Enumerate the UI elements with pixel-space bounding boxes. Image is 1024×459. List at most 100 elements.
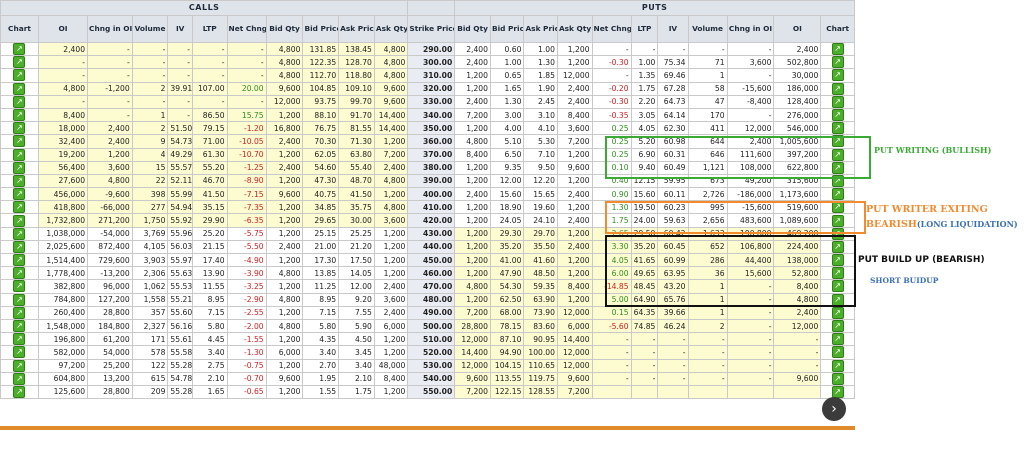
chevron-right-circle-icon[interactable]: › (822, 397, 846, 421)
chart-icon[interactable]: ↗ (831, 333, 844, 345)
chart-icon[interactable]: ↗ (13, 280, 26, 293)
chart-cell: ↗ (0, 147, 39, 162)
chart-icon[interactable]: ↗ (831, 69, 844, 82)
put-cell: 54.30 (489, 279, 525, 294)
put-net-change: - (591, 41, 632, 57)
call-cell: 4.50 (338, 332, 375, 347)
chart-icon[interactable]: ↗ (13, 122, 26, 134)
put-cell: 58 (687, 81, 728, 96)
call-cell: -54,000 (87, 226, 133, 241)
call-cell: 86.50 (191, 107, 228, 123)
call-cell: 12.00 (338, 279, 375, 294)
call-cell: 99.70 (338, 94, 375, 109)
put-cell: 60.31 (657, 147, 689, 162)
put-cell: 1,173,600 (773, 187, 822, 202)
put-cell (773, 384, 822, 400)
chart-icon[interactable]: ↗ (831, 360, 844, 372)
chart-icon[interactable]: ↗ (13, 320, 26, 332)
chart-icon[interactable]: ↗ (831, 188, 844, 200)
chart-icon[interactable]: ↗ (13, 201, 26, 213)
put-cell: 9,600 (556, 160, 593, 175)
chart-icon[interactable]: ↗ (831, 294, 844, 306)
call-cell: 55.96 (167, 226, 193, 241)
put-cell: 73.90 (523, 305, 558, 320)
call-cell: 1,558 (131, 292, 169, 307)
put-cell: 546,000 (773, 121, 822, 136)
chart-icon[interactable]: ↗ (831, 109, 844, 121)
chart-icon[interactable]: ↗ (13, 83, 26, 95)
chart-icon[interactable]: ↗ (831, 96, 844, 108)
put-cell: 1,200 (454, 121, 491, 136)
short-buildup-note: SHORT BUIDUP (870, 276, 939, 285)
chart-icon[interactable]: ↗ (13, 162, 26, 174)
put-cell: 74.85 (630, 318, 659, 334)
chart-icon[interactable]: ↗ (831, 280, 844, 293)
chart-icon[interactable]: ↗ (831, 373, 844, 385)
chart-icon[interactable]: ↗ (13, 175, 26, 187)
put-cell: 1.85 (523, 68, 558, 83)
chart-icon[interactable]: ↗ (13, 214, 26, 227)
chart-icon[interactable]: ↗ (831, 320, 844, 332)
call-net-change: -1.25 (226, 160, 267, 175)
call-cell: - (167, 94, 193, 109)
chart-icon[interactable]: ↗ (13, 135, 26, 147)
horizontal-scrollbar[interactable] (0, 426, 855, 430)
chart-icon[interactable]: ↗ (831, 307, 844, 319)
call-cell: 784,800 (37, 292, 89, 307)
chart-icon[interactable]: ↗ (13, 56, 26, 68)
call-cell: -9,600 (87, 187, 133, 202)
chart-icon[interactable]: ↗ (831, 346, 844, 358)
chart-icon[interactable]: ↗ (831, 267, 844, 279)
call-cell: - (131, 41, 169, 57)
chart-icon[interactable]: ↗ (831, 122, 844, 134)
chart-icon[interactable]: ↗ (13, 228, 26, 240)
chart-icon[interactable]: ↗ (13, 386, 26, 398)
call-cell: 1 (131, 107, 169, 123)
chart-icon[interactable]: ↗ (13, 267, 26, 279)
chart-icon[interactable]: ↗ (831, 241, 844, 253)
put-cell: 44,400 (726, 252, 775, 268)
put-cell: 276,000 (773, 107, 822, 123)
chart-icon[interactable]: ↗ (13, 69, 26, 82)
call-cell: -1,200 (87, 81, 133, 96)
chart-icon[interactable]: ↗ (831, 175, 844, 187)
call-cell: 109.10 (338, 81, 375, 96)
put-net-change (591, 384, 632, 400)
put-cell: 646 (687, 147, 728, 162)
call-cell: 1,200 (265, 358, 304, 373)
chart-icon[interactable]: ↗ (13, 254, 26, 266)
chart-icon[interactable]: ↗ (831, 43, 844, 55)
call-cell: 54,000 (87, 345, 133, 360)
chart-icon[interactable]: ↗ (831, 214, 844, 227)
call-cell: - (167, 68, 193, 83)
chart-icon[interactable]: ↗ (831, 254, 844, 266)
put-cell: 71 (687, 55, 728, 70)
call-cell: 30.00 (338, 213, 375, 228)
chart-icon[interactable]: ↗ (13, 109, 26, 121)
chart-icon[interactable]: ↗ (13, 333, 26, 345)
chart-icon[interactable]: ↗ (831, 149, 844, 161)
put-cell: 2.20 (630, 94, 659, 109)
chart-icon[interactable]: ↗ (13, 294, 26, 306)
chart-icon[interactable]: ↗ (13, 188, 26, 200)
put-cell: -8,400 (726, 94, 775, 109)
chart-icon[interactable]: ↗ (831, 162, 844, 174)
chart-icon[interactable]: ↗ (13, 149, 26, 161)
chart-icon[interactable]: ↗ (13, 241, 26, 253)
put-cell: 2,656 (687, 213, 728, 228)
chart-icon[interactable]: ↗ (13, 43, 26, 55)
chart-icon[interactable]: ↗ (13, 373, 26, 385)
chart-icon[interactable]: ↗ (831, 56, 844, 68)
put-cell: 3.00 (489, 107, 525, 123)
chart-icon[interactable]: ↗ (13, 346, 26, 358)
chart-icon[interactable]: ↗ (13, 307, 26, 319)
column-header: Volume (687, 15, 728, 43)
chart-icon[interactable]: ↗ (831, 83, 844, 95)
chart-icon[interactable]: ↗ (13, 360, 26, 372)
column-header: Volume (131, 15, 169, 43)
call-net-change: -1.20 (226, 121, 267, 136)
chart-icon[interactable]: ↗ (13, 96, 26, 108)
call-cell: 196,800 (37, 332, 89, 347)
call-cell: 1,200 (265, 226, 304, 241)
call-cell: 13.85 (302, 266, 340, 281)
